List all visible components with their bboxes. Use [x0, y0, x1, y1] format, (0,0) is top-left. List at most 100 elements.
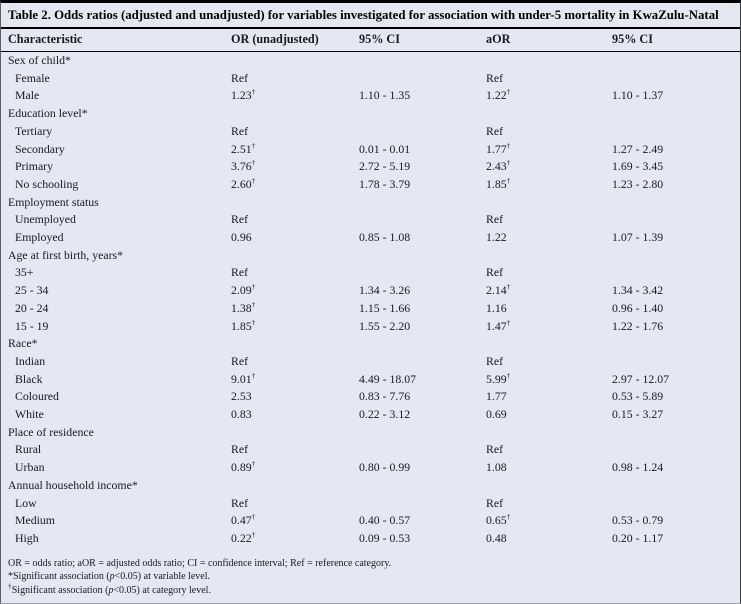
cell-ci-adjusted	[612, 353, 740, 371]
cell-aor: 5.99†	[486, 370, 511, 386]
cell-ci-unadjusted: 1.15 - 1.66	[359, 300, 411, 315]
cell-ci-unadjusted	[359, 211, 486, 229]
table-row: 25 - 34 2.09† 1.34 - 3.26 2.14† 1.34 - 3.42	[1, 282, 740, 300]
footnote: *Significant association (p<0.05) at var…	[8, 571, 210, 583]
column-header-aor: aOR	[486, 29, 612, 52]
section-row: Annual household income*	[1, 477, 740, 495]
cell-ci-unadjusted	[359, 495, 486, 513]
cell-characteristic: 20 - 24	[15, 300, 49, 315]
cell-aor: 1.85†	[486, 176, 511, 191]
table-row: Black 9.01† 4.49 - 18.07 5.99† 2.97 - 12.07	[1, 371, 740, 389]
cell-ci-adjusted	[612, 441, 740, 459]
cell-or-unadjusted: Ref	[231, 70, 249, 85]
cell-aor: Ref	[486, 265, 504, 280]
footnote: OR = odds ratio; aOR = adjusted odds rat…	[8, 557, 392, 569]
cell-ci-unadjusted: 0.01 - 0.01	[359, 141, 411, 156]
table-row: Coloured 2.53 0.83 - 7.76 1.77 0.53 - 5.89	[1, 388, 740, 406]
cell-or-unadjusted: 1.38†	[231, 299, 256, 315]
cell-characteristic: Female	[15, 70, 50, 85]
cell-ci-adjusted: 0.96 - 1.40	[612, 300, 664, 315]
section-row: Place of residence	[1, 424, 740, 442]
cell-or-unadjusted: Ref	[231, 212, 249, 227]
table-row: 20 - 24 1.38† 1.15 - 1.66 1.16 0.96 - 1.40	[1, 300, 740, 318]
cell-aor: 0.69	[486, 407, 507, 422]
cell-ci-unadjusted: 1.34 - 3.26	[359, 283, 411, 298]
cell-or-unadjusted: 0.89†	[231, 459, 256, 475]
cell-or-unadjusted: 0.47†	[231, 512, 256, 528]
cell-characteristic: Primary	[15, 159, 54, 174]
cell-or-unadjusted: 2.60†	[231, 176, 256, 191]
cell-characteristic: Secondary	[15, 141, 65, 156]
cell-characteristic: 15 - 19	[15, 318, 49, 333]
table-row: No schooling 2.60† 1.78 - 3.79 1.85† 1.23 - …	[1, 176, 740, 194]
cell-aor: 2.43†	[486, 158, 511, 174]
cell-or-unadjusted: Ref	[231, 123, 249, 138]
footnote: †Significant association (p<0.05) at cat…	[8, 581, 211, 596]
cell-ci-unadjusted	[359, 123, 486, 141]
table-row: Employed 0.96 0.85 - 1.08 1.22 1.07 - 1.39	[1, 229, 740, 247]
cell-ci-adjusted: 0.20 - 1.17	[612, 530, 664, 545]
cell-ci-unadjusted: 0.22 - 3.12	[359, 407, 411, 422]
cell-or-unadjusted: 9.01†	[231, 370, 256, 386]
cell-characteristic: White	[15, 407, 44, 422]
table-title: Table 2. Odds ratios (adjusted and unadj…	[1, 3, 740, 29]
cell-or-unadjusted: 0.96	[231, 230, 252, 245]
table-row: High 0.22† 0.09 - 0.53 0.48 0.20 - 1.17	[1, 530, 740, 548]
cell-characteristic: Rural	[15, 442, 42, 457]
cell-ci-adjusted: 1.23 - 2.80	[612, 176, 664, 191]
cell-or-unadjusted: 1.85†	[231, 317, 256, 333]
table-body: Sex of child* Female Ref Ref Male 1.23† 1.10 -…	[1, 52, 740, 548]
cell-aor: Ref	[486, 442, 504, 457]
cell-or-unadjusted: 0.83	[231, 407, 252, 422]
table-row: White 0.83 0.22 - 3.12 0.69 0.15 - 3.27	[1, 406, 740, 424]
cell-ci-unadjusted: 2.72 - 5.19	[359, 159, 411, 174]
section-label: Place of residence	[8, 424, 94, 439]
cell-or-unadjusted: Ref	[231, 442, 249, 457]
cell-characteristic: Low	[15, 495, 37, 510]
cell-ci-unadjusted: 0.80 - 0.99	[359, 460, 411, 475]
table-row: Unemployed Ref Ref	[1, 211, 740, 229]
cell-or-unadjusted: 0.22†	[231, 530, 256, 545]
cell-or-unadjusted: Ref	[231, 265, 249, 280]
cell-ci-adjusted	[612, 495, 740, 513]
table-row: 35+ Ref Ref	[1, 264, 740, 282]
section-label: Employment status	[8, 194, 99, 209]
cell-characteristic: 35+	[15, 265, 34, 280]
table-row: Rural Ref Ref	[1, 441, 740, 459]
cell-characteristic: Employed	[15, 230, 64, 245]
cell-characteristic: Indian	[15, 353, 46, 368]
section-label: Race*	[8, 336, 38, 351]
cell-aor: Ref	[486, 212, 504, 227]
cell-characteristic: No schooling	[15, 176, 79, 191]
cell-ci-unadjusted: 1.55 - 2.20	[359, 318, 411, 333]
cell-ci-adjusted: 1.69 - 3.45	[612, 159, 664, 174]
cell-ci-unadjusted: 1.78 - 3.79	[359, 176, 411, 191]
table-row: Low Ref Ref	[1, 495, 740, 513]
table-row: Secondary 2.51† 0.01 - 0.01 1.77† 1.27 - 2.4…	[1, 141, 740, 159]
cell-ci-unadjusted: 0.85 - 1.08	[359, 230, 411, 245]
cell-aor: Ref	[486, 353, 504, 368]
footnotes: OR = odds ratio; aOR = adjusted odds rat…	[1, 548, 740, 598]
cell-ci-adjusted: 0.98 - 1.24	[612, 460, 664, 475]
cell-characteristic: Tertiary	[15, 123, 53, 138]
cell-ci-unadjusted: 0.40 - 0.57	[359, 513, 411, 528]
cell-characteristic: Coloured	[15, 389, 59, 404]
cell-ci-unadjusted: 4.49 - 18.07	[359, 371, 417, 386]
cell-ci-unadjusted	[359, 353, 486, 371]
cell-aor: 0.48	[486, 530, 507, 545]
cell-characteristic: Urban	[15, 460, 45, 475]
cell-aor: Ref	[486, 495, 504, 510]
cell-or-unadjusted: 2.53	[231, 389, 252, 404]
cell-aor: 1.77†	[486, 140, 511, 156]
cell-characteristic: 25 - 34	[15, 283, 49, 298]
column-header-characteristic: Characteristic	[1, 29, 231, 52]
table-row: Urban 0.89† 0.80 - 0.99 1.08 0.98 - 1.24	[1, 459, 740, 477]
header-row: Characteristic OR (unadjusted) 95% CI aO…	[1, 29, 740, 52]
table-row: Medium 0.47† 0.40 - 0.57 0.65† 0.53 - 0.79	[1, 512, 740, 530]
cell-characteristic: Male	[15, 88, 40, 103]
column-header-or-unadjusted: OR (unadjusted)	[231, 29, 359, 52]
cell-characteristic: High	[15, 530, 39, 545]
cell-ci-adjusted	[612, 70, 740, 88]
cell-aor: 2.14†	[486, 282, 511, 298]
cell-aor: 1.77	[486, 389, 507, 404]
